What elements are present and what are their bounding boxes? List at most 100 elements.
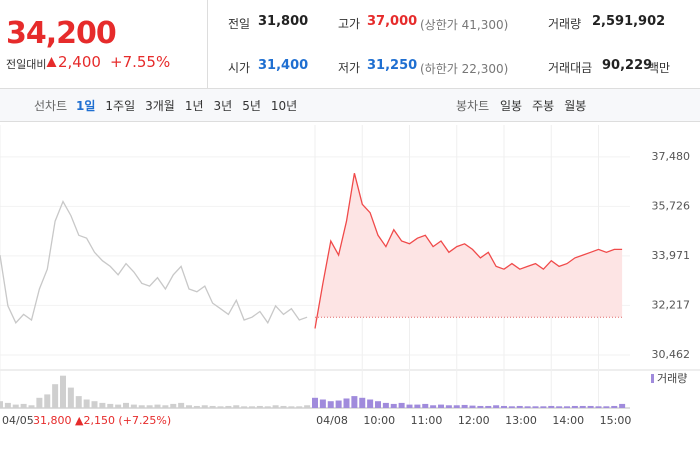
volume-bar	[288, 406, 295, 408]
volume-bar	[178, 402, 185, 408]
volume-bar	[398, 402, 405, 408]
volume-bar	[579, 405, 586, 408]
volume-bar	[516, 405, 523, 408]
volume-bar	[595, 406, 602, 408]
volume-bar	[485, 405, 492, 408]
legend-label: 거래량	[657, 372, 687, 385]
tab[interactable]: 월봉	[564, 99, 587, 113]
volume-bar	[438, 404, 444, 408]
tab[interactable]: 1년	[184, 99, 204, 113]
volume-bar	[564, 406, 570, 408]
line-tabs: 1일 1주일 3개월 1년 3년 5년 10년	[76, 97, 307, 114]
volume-bar	[327, 401, 334, 408]
volume-bar	[445, 405, 452, 408]
volume-bar	[154, 404, 161, 408]
volume-bar	[556, 406, 563, 408]
volume-bar	[587, 405, 594, 408]
volume-bar	[469, 405, 476, 408]
y-tick-label: 33,971	[652, 249, 691, 262]
volume-bar	[532, 406, 539, 408]
stat-unit: 백만	[648, 61, 671, 75]
tab[interactable]: 3개월	[145, 99, 175, 113]
volume-bar	[414, 404, 421, 408]
x-tick-label: 14:00	[552, 414, 584, 427]
stat-label: 거래대금	[548, 61, 593, 75]
price-line	[0, 199, 308, 325]
volume-bar	[12, 404, 19, 408]
stat-value: 2,591,902	[592, 14, 666, 29]
tab[interactable]: 1주일	[105, 99, 136, 113]
volume-bar	[115, 404, 122, 408]
tab[interactable]: 5년	[242, 99, 261, 113]
volume-bar	[603, 406, 610, 408]
area	[315, 173, 623, 329]
x-tick-label: 04/05	[2, 414, 34, 427]
volume-bar	[241, 406, 248, 408]
volume-bar	[548, 405, 555, 408]
volume-bar	[130, 404, 137, 408]
volume-bar	[571, 405, 578, 408]
volume-bar	[123, 402, 129, 408]
volume-bar	[367, 399, 374, 408]
volume-bar	[501, 405, 507, 408]
stat-value: 31,800	[258, 14, 309, 29]
y-tick-label: 32,217	[652, 298, 691, 311]
stat-value: 31,400	[258, 58, 309, 73]
stat-note: (상한가 41,300)	[420, 18, 509, 32]
volume-bar	[99, 402, 106, 408]
volume-bar	[351, 396, 358, 408]
change-label: 전일대비	[6, 58, 47, 71]
volume-bar	[91, 401, 98, 408]
y-tick-label: 30,462	[652, 348, 691, 361]
stat-value: 90,229	[602, 58, 653, 73]
stat-value: 31,250	[367, 58, 418, 73]
tab-group-label: 선차트	[34, 99, 68, 113]
volume-bar	[477, 405, 484, 408]
x-tick-label: 13:00	[505, 414, 537, 427]
stat-label: 고가	[338, 17, 361, 31]
tab[interactable]: 3년	[213, 99, 233, 113]
volume-bar	[44, 394, 51, 408]
volume-bar	[359, 397, 366, 408]
volume-bar	[524, 406, 531, 408]
tab[interactable]: 주봉	[532, 99, 555, 113]
volume-bar	[422, 403, 429, 408]
volume-bar	[217, 406, 224, 408]
volume-bar	[52, 384, 59, 408]
volume-bar	[319, 399, 326, 408]
candle-tabs: 일봉 주봉 월봉	[500, 97, 596, 114]
tab[interactable]: 10년	[270, 99, 298, 113]
volume-bar	[343, 398, 350, 408]
volume-bar	[20, 403, 27, 408]
stat-label: 거래량	[548, 17, 582, 31]
volume-bar	[209, 405, 216, 408]
volume-bar	[67, 387, 74, 408]
volume-bar	[186, 405, 192, 408]
volume-bar	[280, 405, 287, 408]
tab-bar	[0, 88, 700, 122]
volume-bar	[508, 406, 515, 408]
x-tick-label: 11:00	[411, 414, 443, 427]
tab-group-label: 봉차트	[456, 99, 490, 113]
volume-bar	[540, 406, 547, 408]
price-box	[0, 0, 208, 88]
volume-bar	[28, 405, 35, 408]
volume-bar	[406, 404, 413, 408]
stat-value: 37,000	[367, 14, 418, 29]
x-tick-label: 04/08	[316, 414, 348, 427]
volume-bar	[296, 406, 303, 408]
volume-bar	[233, 405, 240, 408]
volume-bar	[264, 406, 271, 408]
tab[interactable]: 1일	[76, 99, 96, 113]
x-tick-label: 12:00	[458, 414, 490, 427]
volume-bar	[146, 405, 153, 408]
change: 2,400	[58, 53, 101, 71]
volume-bar	[4, 402, 11, 408]
volume-bar	[225, 405, 232, 408]
volume-bar	[430, 405, 437, 408]
volume-bar	[382, 402, 389, 408]
volume-bar	[107, 403, 114, 408]
volume-bar	[375, 401, 381, 408]
stat-label: 저가	[338, 61, 361, 75]
tab[interactable]: 일봉	[500, 99, 523, 113]
